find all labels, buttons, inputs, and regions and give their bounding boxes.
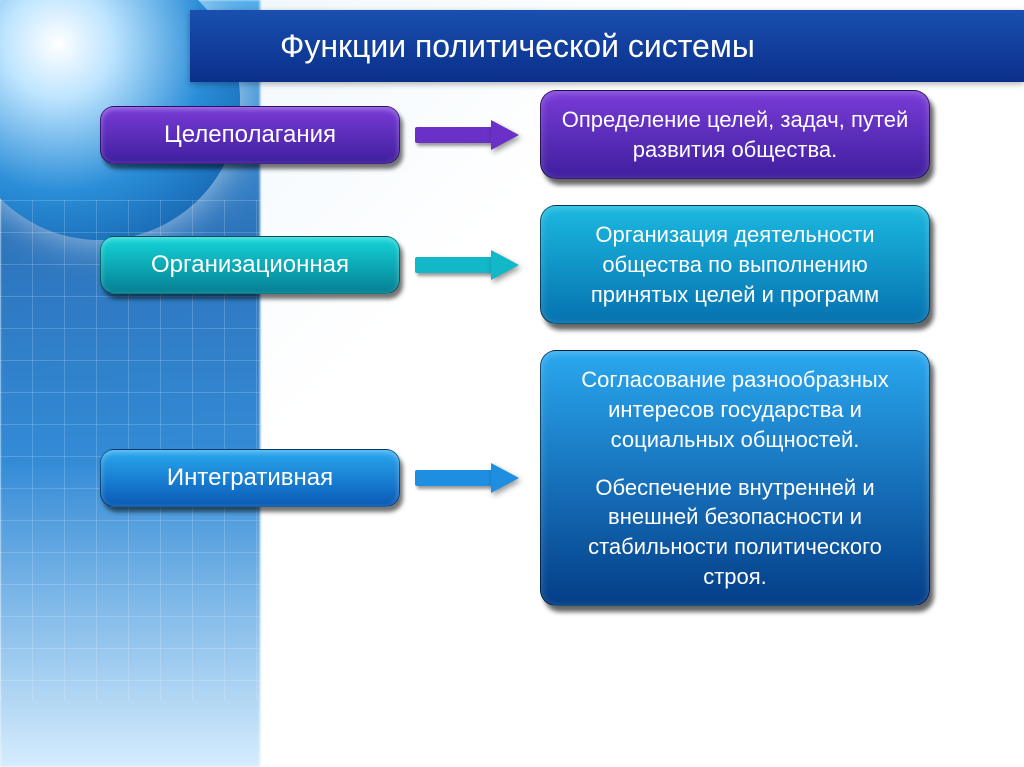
arrow-head-icon [491,120,519,150]
arrow-head-icon [491,463,519,493]
desc-paragraph-2: Обеспечение внутренней и внешней безопас… [561,473,909,592]
slide-title: Функции политической системы [280,28,755,65]
description-box-goal-setting: Определение целей, задач, путей развития… [540,90,930,179]
row-goal-setting: Целеполагания Определение целей, задач, … [0,90,1024,179]
function-box-integrative: Интегративная [100,449,400,507]
function-box-goal-setting: Целеполагания [100,106,400,164]
arrow-2 [400,250,540,280]
description-box-integrative: Согласование разнообразных интересов гос… [540,350,930,606]
arrow-shaft [415,127,493,143]
description-box-organizational: Организация деятельности общества по вып… [540,205,930,324]
arrow-head-icon [491,250,519,280]
arrow-shaft [415,257,493,273]
function-box-organizational: Организационная [100,236,400,294]
slide-title-bar: Функции политической системы [190,10,1024,82]
arrow-1 [400,120,540,150]
desc-paragraph-1: Согласование разнообразных интересов гос… [561,365,909,454]
row-integrative: Интегративная Согласование разнообразных… [0,350,1024,606]
row-organizational: Организационная Организация деятельности… [0,205,1024,324]
arrow-shaft [415,470,493,486]
diagram-content: Целеполагания Определение целей, задач, … [0,90,1024,632]
arrow-3 [400,463,540,493]
